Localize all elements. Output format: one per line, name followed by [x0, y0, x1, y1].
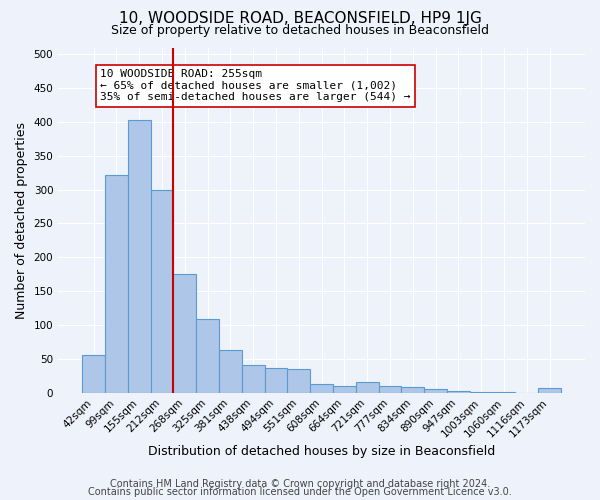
Bar — [401, 387, 424, 392]
Bar — [424, 389, 447, 392]
Bar — [196, 320, 219, 392]
Bar — [447, 390, 470, 392]
Text: Contains public sector information licensed under the Open Government Licence v3: Contains public sector information licen… — [88, 487, 512, 497]
Bar — [356, 382, 379, 392]
Text: Size of property relative to detached houses in Beaconsfield: Size of property relative to detached ho… — [111, 24, 489, 37]
Y-axis label: Number of detached properties: Number of detached properties — [15, 122, 28, 318]
Bar — [310, 384, 333, 392]
Bar — [287, 369, 310, 392]
Bar — [379, 386, 401, 392]
Bar — [173, 274, 196, 392]
Bar — [82, 356, 105, 393]
Bar — [128, 120, 151, 392]
Bar — [105, 174, 128, 392]
Bar — [219, 350, 242, 393]
X-axis label: Distribution of detached houses by size in Beaconsfield: Distribution of detached houses by size … — [148, 444, 495, 458]
Text: 10, WOODSIDE ROAD, BEACONSFIELD, HP9 1JG: 10, WOODSIDE ROAD, BEACONSFIELD, HP9 1JG — [119, 12, 481, 26]
Text: Contains HM Land Registry data © Crown copyright and database right 2024.: Contains HM Land Registry data © Crown c… — [110, 479, 490, 489]
Bar — [538, 388, 561, 392]
Bar — [242, 366, 265, 392]
Bar — [265, 368, 287, 392]
Bar — [151, 190, 173, 392]
Bar — [333, 386, 356, 392]
Text: 10 WOODSIDE ROAD: 255sqm
← 65% of detached houses are smaller (1,002)
35% of sem: 10 WOODSIDE ROAD: 255sqm ← 65% of detach… — [100, 69, 411, 102]
